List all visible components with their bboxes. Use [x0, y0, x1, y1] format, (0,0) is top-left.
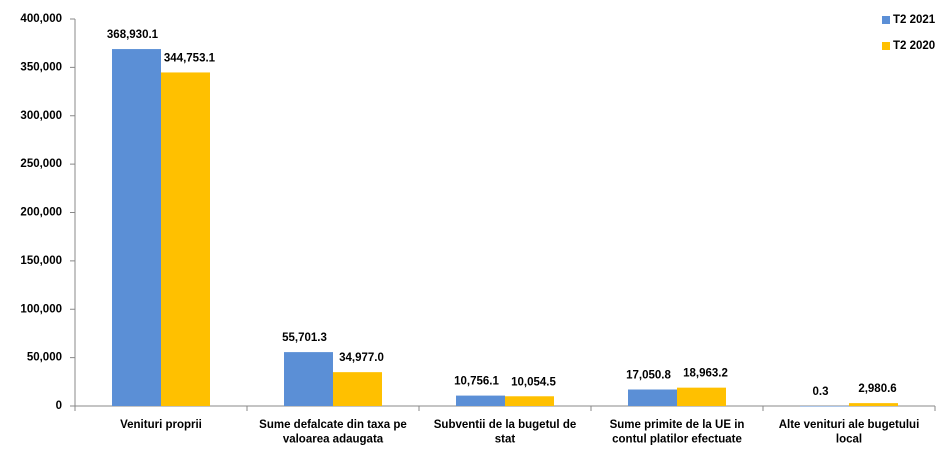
value-label: 344,753.1 [164, 52, 216, 64]
legend-label: T2 2020 [893, 40, 935, 52]
y-tick-label: 200,000 [20, 207, 62, 219]
x-tick-label: Sume defalcate din taxa pe valoarea adaug… [259, 419, 407, 445]
bar [800, 405, 849, 407]
x-tick-label: Alte venituri ale bugetului local [779, 419, 920, 445]
value-label: 34,977.0 [339, 352, 384, 364]
legend-swatch [882, 42, 890, 50]
bar [284, 352, 333, 406]
value-label: 55,701.3 [282, 332, 327, 344]
x-tick-label: Subventii de la bugetul de stat [434, 419, 577, 445]
value-label: 18,963.2 [683, 368, 728, 380]
value-label: 0.3 [813, 386, 829, 398]
y-tick-label: 300,000 [20, 110, 62, 122]
value-label: 17,050.8 [626, 370, 671, 382]
y-tick-label: 50,000 [27, 352, 62, 364]
x-tick-label: Venituri proprii [120, 419, 202, 431]
value-label: 10,054.5 [511, 376, 556, 388]
y-tick-label: 100,000 [20, 303, 62, 315]
bar [677, 387, 726, 406]
value-label: 368,930.1 [107, 29, 159, 41]
bar [849, 403, 898, 406]
bar [161, 72, 210, 406]
y-tick-label: 250,000 [20, 158, 62, 170]
y-tick-label: 150,000 [20, 255, 62, 267]
bar [628, 389, 677, 406]
bar [333, 372, 382, 406]
y-tick-label: 350,000 [20, 61, 62, 73]
bar [112, 49, 161, 407]
value-label: 2,980.6 [858, 383, 896, 395]
legend-swatch [882, 16, 890, 24]
value-label: 10,756.1 [454, 376, 499, 388]
x-tick-label: Sume primite de la UE in contul platilor … [610, 419, 745, 445]
y-tick-label: 400,000 [20, 13, 62, 25]
y-tick-label: 0 [56, 400, 62, 412]
bar [456, 395, 505, 406]
legend-label: T2 2021 [893, 14, 936, 26]
bar [505, 396, 554, 406]
